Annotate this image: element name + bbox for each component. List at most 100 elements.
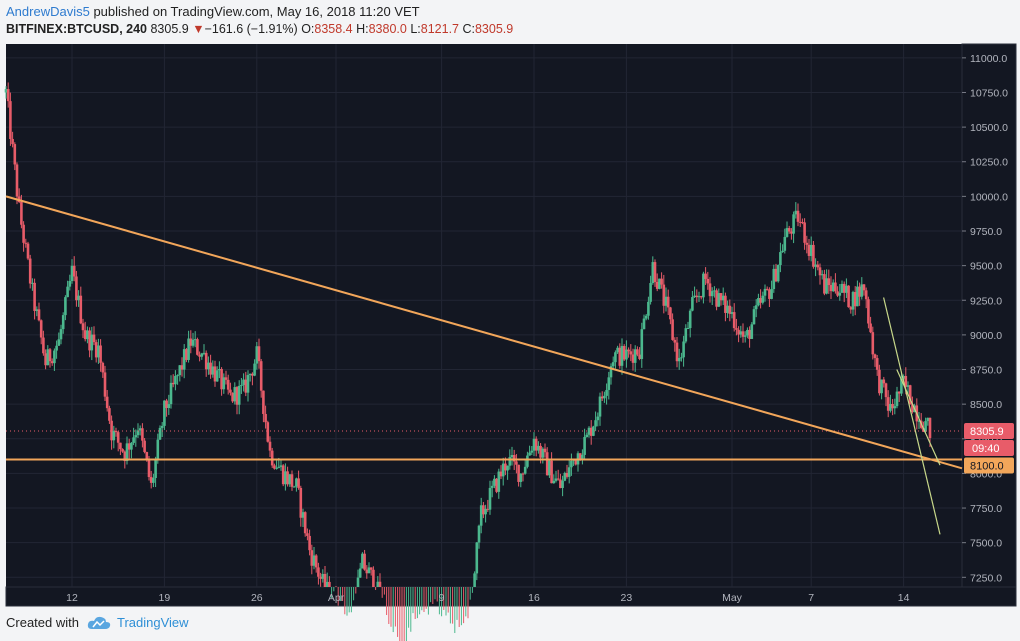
downtrend-line[interactable] [5,195,963,470]
candle [273,463,276,470]
candle [636,346,639,357]
candle [83,321,87,342]
candle [77,290,80,307]
candle [378,573,382,587]
candle [541,447,545,464]
candle [363,549,366,571]
candle [633,345,637,372]
candle [728,299,732,322]
candle [246,370,250,402]
candle [479,497,483,534]
candle [858,282,861,306]
candle [323,566,327,587]
author-link[interactable]: AndrewDavis5 [6,4,90,19]
candle [860,277,864,300]
candle [99,339,102,372]
price-axis [961,43,1017,588]
candle [699,295,703,300]
channel-line[interactable] [883,297,941,535]
candle [262,390,265,423]
candle [259,359,263,398]
candle [105,390,109,412]
candle [906,381,910,395]
candle [805,235,809,254]
candle [891,399,894,416]
candle [220,367,223,396]
candle [585,432,589,438]
candle [787,225,791,234]
candle [317,562,320,585]
candle [86,326,89,344]
candle [917,412,921,429]
candle [196,337,199,356]
candle [244,371,248,397]
publish-line: AndrewDavis5 published on TradingView.co… [6,4,420,19]
candle [548,459,551,478]
candle [583,428,586,460]
channel-line[interactable] [896,369,941,466]
candle [193,331,197,348]
candle [726,300,729,319]
candle [169,375,173,409]
candle [266,420,270,443]
candle [856,280,859,307]
candle [704,267,707,285]
candle [226,374,230,395]
candle [592,425,595,437]
candle [543,443,547,458]
ohlc-line: BITFINEX:BTCUSD, 240 8305.9 ▼−161.6 (−1.… [6,22,513,36]
candle [365,565,369,579]
candle [792,211,795,244]
candle [187,330,190,363]
candle [807,238,811,261]
candle [664,287,668,312]
candle [864,287,868,309]
candle [770,280,773,300]
candle [112,425,116,449]
candle [897,391,901,402]
candle [820,270,824,280]
y-tick-label: 9250.0 [970,295,1002,307]
candle [207,356,210,375]
grid [6,44,962,587]
candle [845,278,848,299]
candle [796,203,800,227]
low-label: L: [410,22,421,36]
candle [288,474,292,487]
candle [561,475,564,497]
candle [222,373,226,394]
candle [90,326,94,361]
candle [660,272,663,289]
candle [627,347,630,358]
candle [869,316,872,334]
candle [176,374,179,385]
candle [103,365,107,401]
candle [620,338,624,375]
candle [715,288,718,311]
candle [290,470,294,491]
candle [521,472,525,482]
candle [739,325,743,338]
candle [759,289,762,309]
candle [600,391,604,402]
y-tick-label: 10750.0 [970,87,1008,99]
candle [875,354,879,376]
candle [926,417,930,426]
level-tag [964,457,1014,474]
candle [286,466,289,487]
candle [70,259,74,284]
x-tick-label: 7 [808,592,814,604]
candle [486,499,490,512]
candle [737,326,740,343]
tradingview-link[interactable]: TradingView [116,615,189,630]
candle [849,305,853,314]
candle [165,398,168,417]
candle [198,351,201,362]
candle [321,569,325,583]
x-tick-label: Apr [328,592,345,604]
candle [13,142,17,171]
candle [750,322,754,339]
candle [229,382,232,396]
candle [882,376,886,388]
